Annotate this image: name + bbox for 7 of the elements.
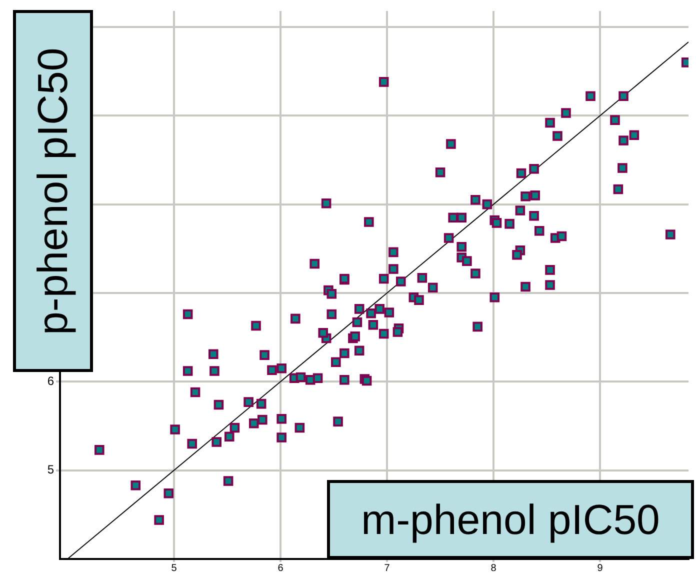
x-tick-label: 6: [278, 562, 284, 573]
x-axis-title: m-phenol pIC50: [327, 480, 694, 559]
y-axis-title: p-phenol pIC50: [13, 10, 93, 372]
x-tick-label: 5: [171, 562, 178, 573]
x-tick-label: 8: [490, 562, 497, 573]
x-tick-label: 7: [384, 562, 390, 573]
x-tick-label: 9: [597, 562, 604, 573]
